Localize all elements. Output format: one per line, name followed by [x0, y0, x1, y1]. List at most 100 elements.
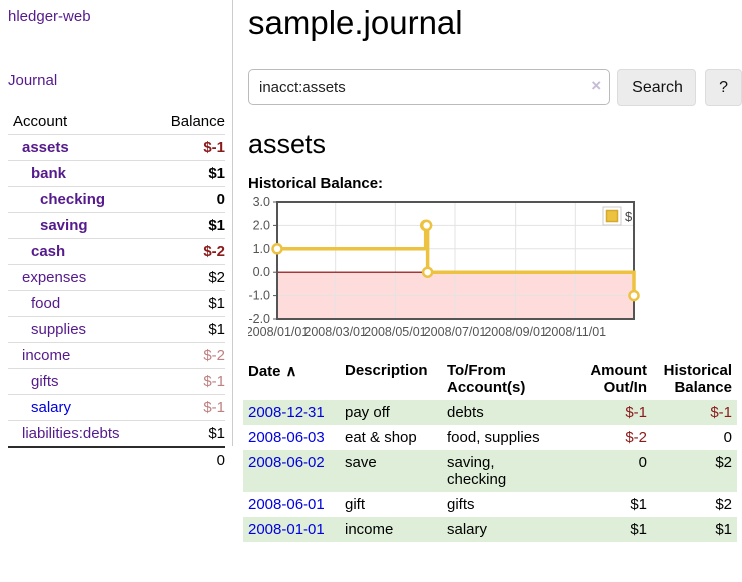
transaction-date-link[interactable]: 2008-06-02 — [248, 454, 325, 471]
account-link[interactable]: saving — [40, 217, 88, 234]
register-date-cell: 2008-01-01 — [243, 517, 340, 542]
search-input[interactable] — [248, 69, 611, 105]
account-link[interactable]: assets — [22, 139, 69, 156]
register-description-cell: save — [345, 454, 377, 471]
page-title: sample.journal — [248, 4, 463, 41]
register-amount-cell: $1 — [630, 521, 647, 538]
account-balance: $1 — [208, 425, 225, 442]
accounts-header-row: Account Balance — [8, 109, 225, 135]
register-description-cell: eat & shop — [345, 429, 417, 446]
account-balance: $-1 — [203, 139, 225, 156]
account-row: supplies $1 — [8, 316, 225, 343]
register-header-description: Description — [345, 362, 428, 379]
account-balance: $-2 — [203, 347, 225, 364]
account-balance: $2 — [208, 269, 225, 286]
journal-link[interactable]: Journal — [8, 72, 58, 89]
account-balance: $1 — [208, 295, 225, 312]
data-point — [271, 243, 283, 255]
balance-chart: 3.0 2.0 1.0 0.0 -1.0 -2.0 2008/01/01 2008/03/01… — [248, 196, 742, 341]
register-date-cell: 2008-06-01 — [243, 492, 340, 517]
register-balance-cell: $-1 — [710, 404, 732, 421]
data-point — [420, 219, 433, 232]
y-tick-label: 0.0 — [253, 265, 270, 279]
account-row: income $-2 — [8, 342, 225, 369]
account-link[interactable]: income — [22, 347, 71, 364]
register-amount-cell: $1 — [630, 496, 647, 513]
y-tick-label: 3.0 — [253, 196, 270, 209]
account-balance: 0 — [216, 191, 225, 208]
x-tick-label: 2008/05/01 — [364, 325, 427, 339]
transaction-date-link[interactable]: 2008-06-03 — [248, 429, 325, 446]
register-header-row: Date ∧ Description To/From Account(s) Amo… — [243, 358, 737, 400]
search-bar: × Search ? — [248, 69, 742, 106]
register-accounts-cell: saving, checking — [447, 454, 507, 488]
register-amount-cell: $-2 — [625, 429, 647, 446]
register-row: 2008-06-01 gift gifts $1 $2 — [243, 492, 737, 517]
account-row: saving $1 — [8, 212, 225, 239]
plot-border — [276, 201, 635, 320]
register-date-cell: 2008-06-02 — [243, 450, 340, 492]
chart-title: Historical Balance: — [248, 175, 384, 192]
register-table: Date ∧ Description To/From Account(s) Amo… — [243, 358, 737, 542]
register-header-date[interactable]: Date ∧ — [248, 363, 297, 380]
account-balance: $1 — [208, 217, 225, 234]
account-link[interactable]: expenses — [22, 269, 87, 286]
account-row: salary $-1 — [8, 394, 225, 421]
transaction-date-link[interactable]: 2008-06-01 — [248, 496, 325, 513]
y-tick-label: 2.0 — [253, 218, 270, 232]
register-header-amount: Amount Out/In — [590, 362, 647, 396]
search-button[interactable]: Search — [617, 69, 697, 106]
register-date-cell: 2008-06-03 — [243, 425, 340, 450]
accounts-table: Account Balance assets $-1 bank $1 checking 0… — [8, 109, 225, 473]
register-accounts-cell: salary — [447, 521, 488, 538]
account-row: bank $1 — [8, 160, 225, 187]
register-description-cell: pay off — [345, 404, 390, 421]
account-link[interactable]: cash — [31, 243, 66, 260]
clear-search-icon[interactable]: × — [591, 76, 602, 95]
account-link[interactable]: salary — [31, 399, 72, 416]
app-title[interactable]: hledger-web — [8, 8, 91, 25]
accounts-header-account: Account — [13, 113, 68, 130]
register-header-balance: Historical Balance — [663, 362, 732, 396]
register-row: 2008-12-31 pay off debts $-1 $-1 — [243, 400, 737, 425]
y-tick-label: -2.0 — [248, 312, 270, 326]
account-link[interactable]: gifts — [31, 373, 59, 390]
data-point — [628, 289, 640, 302]
chart-canvas: 3.0 2.0 1.0 0.0 -1.0 -2.02008/01/012008/03/01… — [248, 196, 640, 339]
account-balance: $-1 — [203, 373, 225, 390]
account-link[interactable]: liabilities:debts — [22, 425, 120, 442]
account-link[interactable]: supplies — [31, 321, 87, 338]
y-tick-label: -1.0 — [248, 289, 270, 303]
register-description-cell: gift — [345, 496, 366, 513]
register-description-cell: income — [345, 521, 394, 538]
account-row: cash $-2 — [8, 238, 225, 265]
account-link[interactable]: checking — [40, 191, 106, 208]
x-tick-label: 2008/07/01 — [424, 325, 487, 339]
account-row: food $1 — [8, 290, 225, 317]
account-link[interactable]: bank — [31, 165, 67, 182]
register-amount-cell: 0 — [638, 454, 647, 471]
register-balance-cell: 0 — [723, 429, 732, 446]
account-balance: $-2 — [203, 243, 225, 260]
sidebar: hledger-web Journal Account Balance asse… — [0, 0, 233, 469]
account-row: expenses $2 — [8, 264, 225, 291]
x-tick-label: 2008/11/01 — [544, 325, 606, 339]
register-accounts-cell: gifts — [447, 496, 475, 513]
transaction-date-link[interactable]: 2008-12-31 — [248, 404, 325, 421]
main-content: sample.journal × Search ? assets Histori… — [234, 0, 742, 542]
transaction-date-link[interactable]: 2008-01-01 — [248, 521, 325, 538]
account-link[interactable]: food — [31, 295, 61, 312]
register-row: 2008-06-03 eat & shop food, supplies $-2 0 — [243, 425, 737, 450]
account-balance: $1 — [208, 321, 225, 338]
register-row: 2008-06-02 save saving, checking 0 $2 — [243, 450, 737, 492]
x-tick-label: 2008/09/01 — [484, 325, 547, 339]
accounts-header-balance: Balance — [170, 113, 225, 130]
y-tick-label: 1.0 — [253, 242, 270, 256]
legend-swatch-icon — [605, 209, 619, 223]
register-header-accounts: To/From Account(s) — [447, 362, 526, 396]
help-button[interactable]: ? — [705, 69, 742, 106]
register-balance-cell: $1 — [715, 521, 732, 538]
register-accounts-cell: debts — [447, 404, 484, 421]
account-row: checking 0 — [8, 186, 225, 213]
account-row: assets $-1 — [8, 134, 225, 161]
